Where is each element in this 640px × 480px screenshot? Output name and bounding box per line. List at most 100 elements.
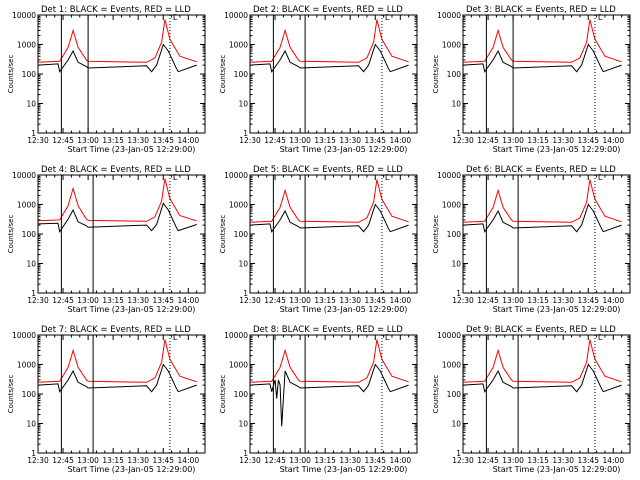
panel-title: Det 3: BLACK = Events, RED = LLD: [466, 5, 616, 15]
x-tick-label: 12:30: [27, 296, 49, 305]
series-line-events: [38, 43, 197, 73]
plot-frame: [37, 14, 206, 134]
x-tick-label: 13:45: [152, 296, 174, 305]
panel-title: Det 9: BLACK = Events, RED = LLD: [466, 325, 616, 335]
y-tick-label: 1000: [442, 361, 461, 370]
x-tick-label: 13:45: [577, 296, 599, 305]
y-tick-label: 1: [456, 289, 461, 298]
x-axis-label: Start Time (23-Jan-05 12:29:00): [493, 465, 621, 474]
x-tick-label: 13:30: [552, 296, 574, 305]
y-tick-label: 1: [456, 129, 461, 138]
y-tick-label: 10: [26, 100, 36, 109]
x-tick-label: 12:30: [239, 136, 261, 145]
x-tick-label: 13:45: [577, 456, 599, 465]
x-tick-label: 14:00: [602, 296, 624, 305]
y-tick-label: 1000: [229, 41, 248, 50]
x-tick-label: 12:30: [452, 296, 474, 305]
x-tick-label: 12:45: [264, 136, 286, 145]
x-tick-label: 13:00: [289, 136, 311, 145]
x-axis-label: Start Time (23-Jan-05 12:29:00): [68, 465, 196, 474]
plot-frame: [37, 334, 206, 454]
x-tick-label: 14:00: [389, 296, 411, 305]
series-line-lld: [38, 19, 197, 63]
series-line-events: [250, 43, 409, 73]
panel-title: Det 7: BLACK = Events, RED = LLD: [41, 325, 191, 335]
y-tick-label: 1000: [17, 201, 36, 210]
x-tick-label: 12:30: [452, 136, 474, 145]
series-line-lld: [463, 179, 622, 223]
y-tick-label: 10000: [224, 11, 248, 20]
legend-marker: Ľ: [173, 13, 178, 22]
y-tick-label: 10000: [12, 11, 36, 20]
x-tick-label: 13:00: [502, 296, 524, 305]
panel-title: Det 5: BLACK = Events, RED = LLD: [253, 165, 403, 175]
series-line-events: [250, 203, 409, 233]
y-tick-label: 1: [243, 129, 248, 138]
x-tick-label: 12:45: [52, 296, 74, 305]
x-tick-label: 13:45: [364, 136, 386, 145]
y-tick-label: 10: [451, 260, 461, 269]
x-tick-label: 13:00: [289, 456, 311, 465]
y-tick-label: 10000: [12, 331, 36, 340]
y-tick-label: 10000: [224, 331, 248, 340]
y-tick-label: 100: [234, 390, 249, 399]
series-line-lld: [463, 19, 622, 63]
x-axis-label: Start Time (23-Jan-05 12:29:00): [280, 305, 408, 314]
y-tick-label: 100: [447, 390, 462, 399]
x-axis-label: Start Time (23-Jan-05 12:29:00): [280, 145, 408, 154]
series-line-lld: [250, 19, 409, 63]
y-tick-label: 1: [31, 129, 36, 138]
y-tick-label: 100: [447, 230, 462, 239]
series-line-lld: [250, 179, 409, 223]
y-tick-label: 100: [447, 70, 462, 79]
panel-title: Det 2: BLACK = Events, RED = LLD: [253, 5, 403, 15]
series-line-lld: [38, 178, 197, 222]
x-tick-label: 13:45: [152, 136, 174, 145]
x-tick-label: 13:00: [77, 136, 99, 145]
y-tick-label: 10: [451, 100, 461, 109]
x-tick-label: 12:30: [27, 456, 49, 465]
x-tick-label: 12:45: [477, 136, 499, 145]
x-tick-label: 14:00: [389, 136, 411, 145]
x-tick-label: 12:45: [477, 296, 499, 305]
y-tick-label: 10: [238, 260, 248, 269]
x-tick-label: 13:30: [127, 456, 149, 465]
x-tick-label: 13:15: [102, 296, 124, 305]
legend-marker: Ľ: [598, 173, 603, 182]
panel-title: Det 6: BLACK = Events, RED = LLD: [466, 165, 616, 175]
y-tick-label: 10000: [12, 171, 36, 180]
x-tick-label: 14:00: [177, 136, 199, 145]
y-tick-label: 10000: [437, 331, 461, 340]
x-tick-label: 12:45: [52, 136, 74, 145]
x-tick-label: 13:00: [77, 456, 99, 465]
series-line-events: [463, 43, 622, 73]
y-tick-label: 100: [234, 230, 249, 239]
legend-marker: Ľ: [385, 333, 390, 342]
y-tick-label: 10000: [224, 171, 248, 180]
x-tick-label: 13:30: [127, 296, 149, 305]
y-tick-label: 1000: [442, 201, 461, 210]
y-axis-label: Counts/sec: [219, 215, 227, 254]
x-tick-label: 13:15: [314, 296, 336, 305]
y-tick-label: 10: [26, 420, 36, 429]
x-tick-label: 13:30: [339, 456, 361, 465]
y-tick-label: 100: [22, 70, 37, 79]
legend-marker: Ľ: [598, 333, 603, 342]
x-tick-label: 12:30: [452, 456, 474, 465]
x-tick-label: 14:00: [389, 456, 411, 465]
x-tick-label: 13:30: [552, 456, 574, 465]
y-axis-label: Counts/sec: [219, 55, 227, 94]
x-tick-label: 13:15: [527, 456, 549, 465]
x-axis-label: Start Time (23-Jan-05 12:29:00): [68, 145, 196, 154]
y-tick-label: 1000: [442, 41, 461, 50]
x-tick-label: 12:30: [27, 136, 49, 145]
x-tick-label: 13:45: [364, 456, 386, 465]
x-axis-label: Start Time (23-Jan-05 12:29:00): [280, 465, 408, 474]
x-tick-label: 12:30: [239, 456, 261, 465]
y-axis-label: Counts/sec: [432, 215, 440, 254]
